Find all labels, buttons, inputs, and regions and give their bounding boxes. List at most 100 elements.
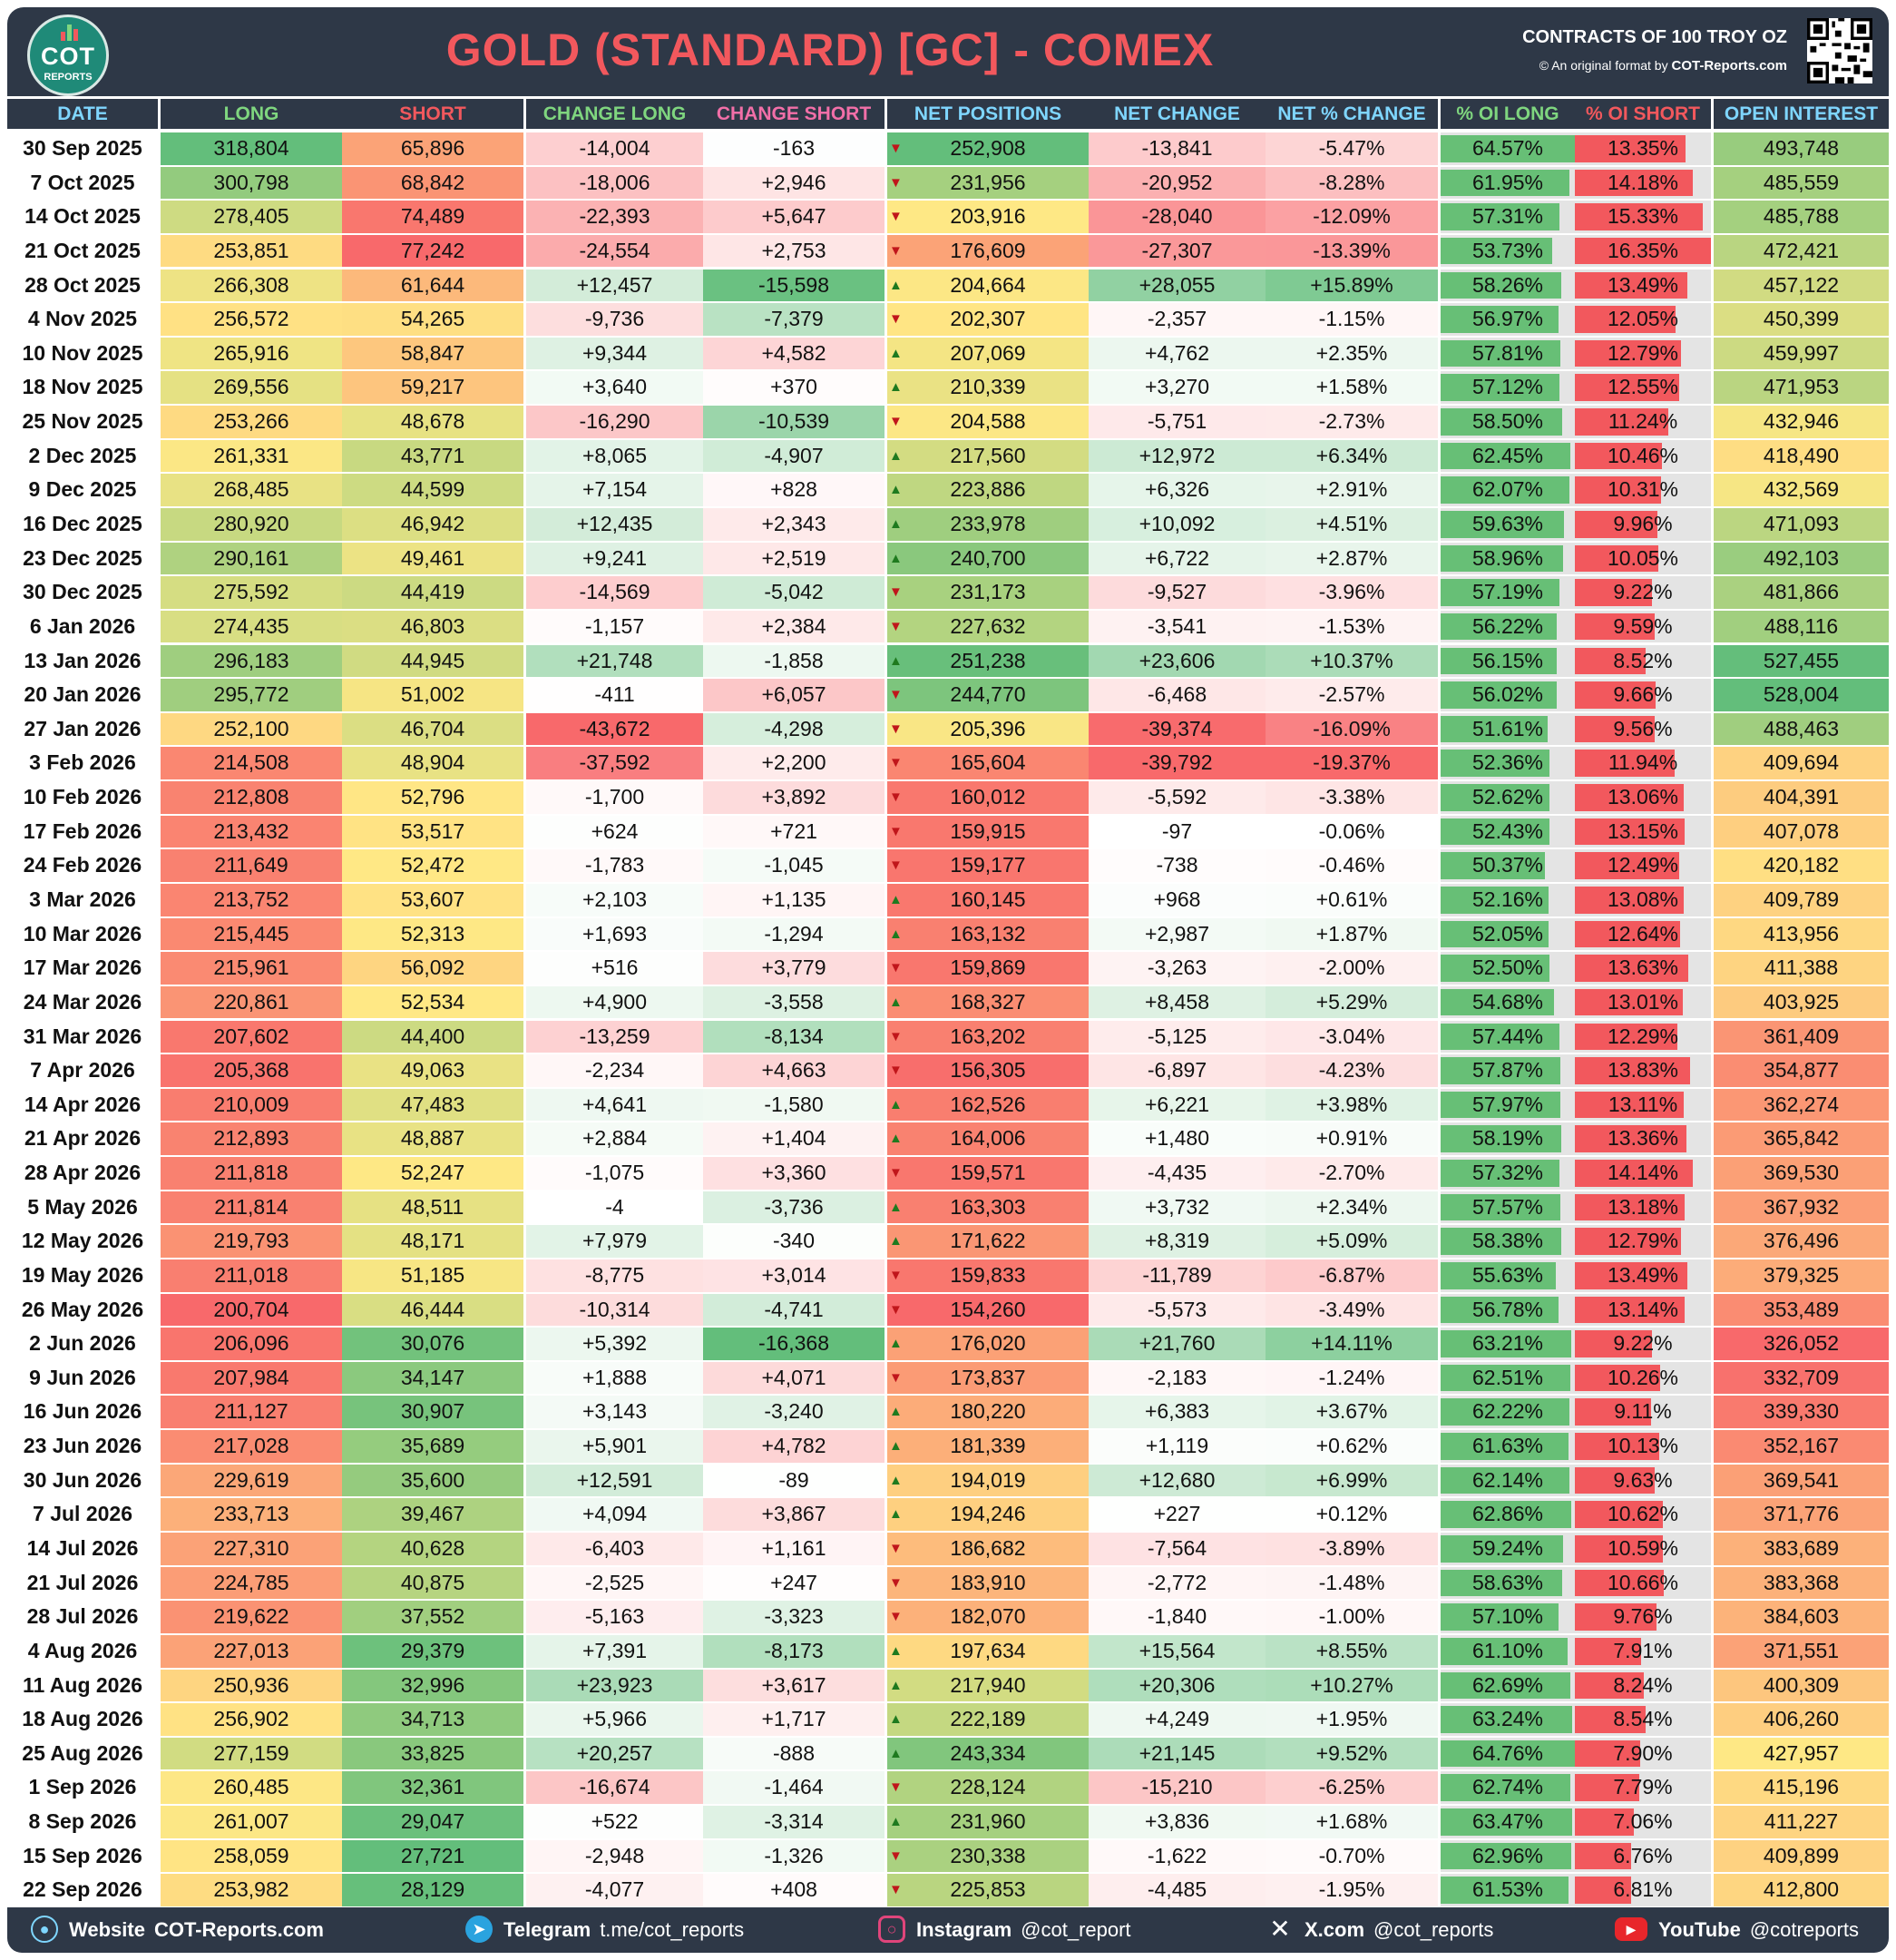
long-cell: 268,485 xyxy=(161,474,342,506)
oi-short-cell: 9.59% xyxy=(1575,610,1711,643)
original-format-site: COT-Reports.com xyxy=(1671,58,1787,74)
oi-long-value: 52.36% xyxy=(1471,750,1543,775)
change-short-cell: -16,368 xyxy=(703,1328,884,1360)
oi-short-cell: 6.76% xyxy=(1575,1839,1711,1873)
oi-short-value: 13.11% xyxy=(1608,1092,1678,1116)
long-cell: 200,704 xyxy=(161,1293,342,1327)
footer-telegram[interactable]: ➤ Telegram t.me/cot_reports xyxy=(465,1907,744,1953)
oi-long-bar xyxy=(1441,612,1558,641)
short-cell: 40,875 xyxy=(342,1566,523,1600)
date-cell: 17 Mar 2026 xyxy=(7,952,158,985)
net-change-cell: -5,592 xyxy=(1089,781,1266,814)
arrow-down-icon: ▼ xyxy=(889,1541,903,1557)
net-pct-change-cell: -13.39% xyxy=(1266,234,1438,268)
change-short-cell: -7,379 xyxy=(703,303,884,336)
open-interest-cell: 400,309 xyxy=(1714,1669,1889,1702)
oi-long-value: 58.26% xyxy=(1471,272,1543,297)
long-cell: 206,096 xyxy=(161,1328,342,1360)
table-row: 9 Jun 2026 207,984 34,147 +1,888 +4,071 173,8… xyxy=(7,1361,1889,1396)
oi-short-bar xyxy=(1575,1398,1651,1426)
arrow-down-icon: ▼ xyxy=(889,720,903,737)
long-cell: 205,368 xyxy=(161,1054,342,1087)
oi-long-bar xyxy=(1441,408,1562,436)
arrow-down-icon: ▼ xyxy=(889,174,903,191)
long-cell: 296,183 xyxy=(161,644,342,678)
net-positions-cell: 252,908 xyxy=(887,132,1089,165)
oi-long-bar xyxy=(1441,1603,1559,1631)
change-long-cell: -6,403 xyxy=(526,1533,703,1565)
change-short-cell: -888 xyxy=(703,1737,884,1770)
net-positions-cell: 176,020 xyxy=(887,1328,1089,1360)
oi-long-bar xyxy=(1441,920,1549,948)
change-short-cell: +247 xyxy=(703,1566,884,1600)
oi-long-bar xyxy=(1441,1501,1571,1528)
change-short-cell: -1,580 xyxy=(703,1088,884,1122)
arrow-down-icon: ▼ xyxy=(889,242,903,259)
table-row: 16 Jun 2026 211,127 30,907 +3,143 -3,240 180,… xyxy=(7,1395,1889,1429)
net-pct-change-cell: +5.29% xyxy=(1266,985,1438,1019)
oi-long-value: 57.10% xyxy=(1471,1604,1543,1629)
oi-long-value: 57.57% xyxy=(1471,1194,1543,1219)
table-row: 25 Nov 2025 253,266 48,678 -16,290 -10,539 20… xyxy=(7,405,1889,439)
oi-long-bar xyxy=(1441,1228,1562,1255)
change-short-cell: +2,384 xyxy=(703,610,884,643)
change-long-cell: +8,065 xyxy=(526,439,703,473)
table-row: 28 Oct 2025 266,308 61,644 +12,457 -15,598 20… xyxy=(7,269,1889,303)
oi-long-bar xyxy=(1441,374,1559,402)
oi-long-bar xyxy=(1441,1091,1561,1119)
footer-instagram[interactable]: ○ Instagram @cot_report xyxy=(878,1907,1131,1953)
date-cell: 11 Aug 2026 xyxy=(7,1669,158,1702)
arrow-up-icon: ▲ xyxy=(889,482,903,498)
change-long-cell: -1,075 xyxy=(526,1157,703,1190)
table-row: 14 Apr 2026 210,009 47,483 +4,641 -1,580 162,… xyxy=(7,1088,1889,1122)
table-row: 7 Apr 2026 205,368 49,063 -2,234 +4,663 156,3… xyxy=(7,1054,1889,1088)
date-cell: 10 Nov 2025 xyxy=(7,337,158,370)
table-row: 27 Jan 2026 252,100 46,704 -43,672 -4,298 205… xyxy=(7,712,1889,747)
date-cell: 6 Jan 2026 xyxy=(7,610,158,643)
footer-x[interactable]: ✕ X.com @cot_reports xyxy=(1266,1907,1493,1953)
footer-website[interactable]: ● Website COT-Reports.com xyxy=(31,1907,333,1953)
open-interest-cell: 472,421 xyxy=(1714,234,1889,268)
oi-short-cell: 8.54% xyxy=(1575,1703,1711,1736)
change-long-cell: +21,748 xyxy=(526,644,703,678)
open-interest-cell: 369,530 xyxy=(1714,1157,1889,1190)
oi-short-cell: 12.29% xyxy=(1575,1020,1711,1054)
short-cell: 61,644 xyxy=(342,269,523,302)
short-cell: 48,511 xyxy=(342,1191,523,1224)
oi-long-bar xyxy=(1441,1466,1569,1494)
oi-short-value: 7.91% xyxy=(1613,1638,1673,1662)
arrow-up-icon: ▲ xyxy=(889,1199,903,1215)
table-row: 24 Feb 2026 211,649 52,472 -1,783 -1,045 159,… xyxy=(7,848,1889,883)
oi-long-value: 62.14% xyxy=(1471,1467,1543,1492)
oi-short-value: 13.08% xyxy=(1607,887,1678,911)
oi-long-cell: 56.22% xyxy=(1441,610,1575,643)
oi-long-value: 57.19% xyxy=(1471,580,1543,604)
net-positions-cell: 228,124 xyxy=(887,1771,1089,1805)
short-cell: 77,242 xyxy=(342,234,523,268)
change-long-cell: -18,006 xyxy=(526,166,703,200)
arrow-down-icon: ▼ xyxy=(889,209,903,225)
oi-short-bar xyxy=(1575,1193,1685,1221)
oi-short-bar xyxy=(1575,476,1661,504)
open-interest-cell: 383,689 xyxy=(1714,1533,1889,1565)
oi-short-bar xyxy=(1575,1877,1632,1904)
oi-short-value: 12.05% xyxy=(1607,307,1678,331)
long-cell: 211,649 xyxy=(161,849,342,882)
arrow-up-icon: ▲ xyxy=(889,1506,903,1523)
net-change-cell: -11,789 xyxy=(1089,1259,1266,1292)
table-row: 23 Dec 2025 290,161 49,461 +9,241 +2,519 240,… xyxy=(7,542,1889,576)
footer-youtube[interactable]: ▶ YouTube @cotreports xyxy=(1615,1907,1859,1953)
date-cell: 7 Apr 2026 xyxy=(7,1054,158,1087)
change-short-cell: -89 xyxy=(703,1464,884,1497)
net-change-cell: +6,221 xyxy=(1089,1088,1266,1122)
change-long-cell: -16,674 xyxy=(526,1771,703,1805)
net-change-cell: -6,468 xyxy=(1089,679,1266,711)
oi-short-value: 10.31% xyxy=(1607,477,1678,502)
oi-long-value: 57.97% xyxy=(1471,1092,1543,1116)
date-cell: 16 Jun 2026 xyxy=(7,1396,158,1429)
long-cell: 211,814 xyxy=(161,1191,342,1224)
qr-code-icon[interactable] xyxy=(1807,18,1872,83)
net-positions-cell: 160,145 xyxy=(887,883,1089,916)
change-long-cell: +9,344 xyxy=(526,337,703,370)
net-positions-cell: 159,571 xyxy=(887,1157,1089,1190)
